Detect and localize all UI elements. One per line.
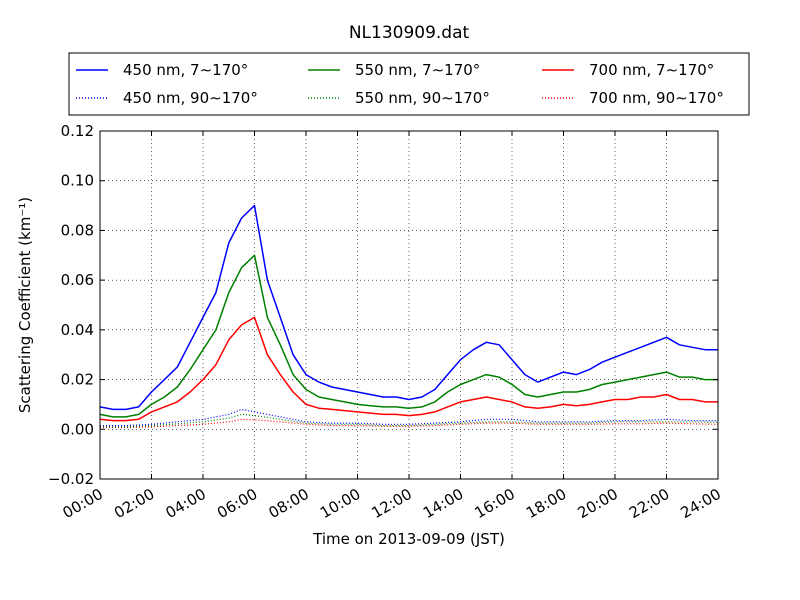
x-tick-label: 18:00 [523, 485, 569, 522]
x-tick-label: 06:00 [214, 485, 260, 522]
x-tick-label: 02:00 [111, 485, 157, 522]
y-tick-label: −0.02 [48, 470, 94, 488]
y-tick-label: 0.04 [61, 321, 94, 339]
legend-label: 700 nm, 90∼170° [589, 89, 724, 107]
ticks [99, 130, 719, 480]
y-tick-label: 0.08 [61, 221, 94, 239]
x-tick-label: 10:00 [317, 485, 363, 522]
series-line [99, 204, 718, 411]
y-tick-label: 0.06 [61, 271, 94, 289]
legend-frame [68, 52, 750, 116]
series-line [99, 254, 718, 418]
series-line [100, 413, 719, 428]
plot-area [99, 130, 719, 480]
x-tick-label: 12:00 [369, 485, 415, 522]
x-tick-label: 04:00 [163, 485, 209, 522]
x-tick-label: 22:00 [626, 485, 672, 522]
y-tick-labels: −0.02 0.00 0.02 0.04 0.06 0.08 0.10 0.12 [48, 122, 94, 488]
x-tick-label: 08:00 [266, 485, 312, 522]
legend: 450 nm, 7∼170° 450 nm, 90∼170° 550 nm, 7∼1… [68, 52, 750, 116]
y-tick-label: 0.00 [61, 420, 94, 438]
x-tick-label: 16:00 [472, 485, 518, 522]
x-axis-label: Time on 2013-09-09 (JST) [312, 530, 505, 548]
legend-label: 700 nm, 7∼170° [589, 61, 714, 79]
plot-background [100, 131, 718, 479]
x-tick-label: 00:00 [60, 485, 106, 522]
legend-label: 550 nm, 7∼170° [355, 61, 480, 79]
x-tick-labels: 00:00 02:00 04:00 06:00 08:00 10:00 12:00 14:00… [60, 485, 724, 522]
y-tick-label: 0.10 [61, 172, 94, 190]
x-tick-label: 14:00 [420, 485, 466, 522]
series-line [99, 316, 718, 422]
legend-label: 450 nm, 90∼170° [123, 89, 258, 107]
series-line [100, 408, 718, 427]
y-tick-label: 0.12 [61, 122, 94, 140]
x-tick-label: 20:00 [575, 485, 621, 522]
x-tick-label: 24:00 [678, 485, 724, 522]
y-tick-label: 0.02 [61, 371, 94, 389]
y-axis-label: Scattering Coefficient (km⁻¹) [16, 197, 34, 413]
legend-label: 550 nm, 90∼170° [355, 89, 490, 107]
legend-label: 450 nm, 7∼170° [123, 61, 248, 79]
grid [100, 131, 718, 479]
chart-title: NL130909.dat [349, 23, 470, 43]
series-layer [99, 204, 719, 429]
